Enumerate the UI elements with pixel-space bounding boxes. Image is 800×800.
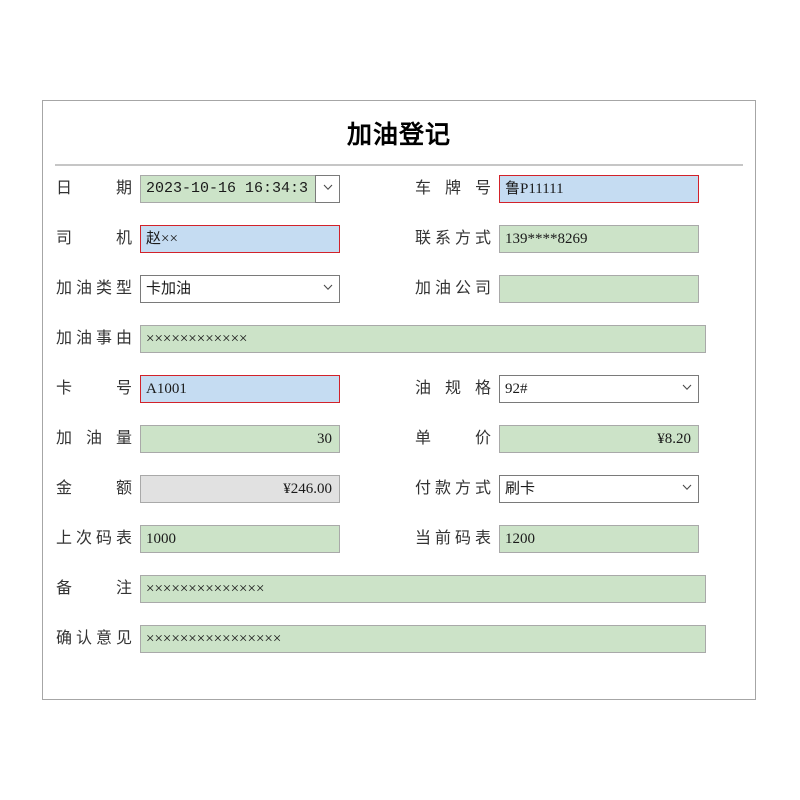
field-value: 赵×× [146, 231, 178, 247]
text-input[interactable]: A1001 [140, 375, 340, 403]
form-body: 日 期 2023-10-16 16:34:3 车 牌 号鲁P11111 司 机赵×× 联… [43, 166, 755, 675]
field-group-left: 加 油 量 30 [56, 425, 340, 453]
field-group-left: 日 期 2023-10-16 16:34:3 [56, 175, 340, 203]
chevron-down-icon [682, 384, 692, 393]
field-label: 加油类型 [56, 280, 132, 297]
form-row: 上次码表 1000 当前码表 1200 [43, 525, 755, 575]
field-group-right: 加油公司 [415, 275, 699, 303]
field-value: ¥246.00 [283, 481, 332, 497]
field-group-right: 联系方式 139****8269 [415, 225, 699, 253]
field-value: 1000 [146, 531, 176, 547]
select-input[interactable]: 92# [499, 375, 699, 403]
chevron-down-icon [682, 484, 692, 493]
text-input[interactable]: 139****8269 [499, 225, 699, 253]
field-group-right: 车 牌 号鲁P11111 [415, 175, 699, 203]
form-row: 备 注 ×××××××××××××× [43, 575, 755, 625]
field-group-right: 油 规 格 92# [415, 375, 699, 403]
field-label: 加 油 量 [56, 430, 132, 447]
field-label: 日 期 [56, 180, 132, 197]
field-label: 加油公司 [415, 280, 491, 297]
fuel-registration-card: 加油登记 日 期 2023-10-16 16:34:3 车 牌 号鲁P11111 司 … [42, 100, 756, 700]
title-divider [55, 164, 743, 166]
field-label: 车 牌 号 [415, 180, 491, 197]
field-value: 鲁P11111 [505, 181, 564, 197]
text-input[interactable]: ×××××××××××××××× [140, 625, 706, 653]
chevron-down-icon [323, 284, 333, 293]
text-input[interactable]: ×××××××××××××× [140, 575, 706, 603]
field-group-wide: 备 注 ×××××××××××××× [56, 575, 706, 603]
text-input[interactable]: 1200 [499, 525, 699, 553]
field-label: 金 额 [56, 480, 132, 497]
text-input[interactable]: 赵×× [140, 225, 340, 253]
form-row: 日 期 2023-10-16 16:34:3 车 牌 号鲁P11111 [43, 175, 755, 225]
field-label: 联系方式 [415, 230, 491, 247]
form-row: 金 额 ¥246.00 付款方式 刷卡 [43, 475, 755, 525]
field-label: 付款方式 [415, 480, 491, 497]
field-value: 139****8269 [505, 231, 588, 247]
field-value: 92# [505, 381, 528, 397]
field-value: ×××××××××××× [146, 331, 248, 347]
field-group-right: 单 价 ¥8.20 [415, 425, 699, 453]
field-group-left: 司 机赵×× [56, 225, 340, 253]
field-group-right: 付款方式 刷卡 [415, 475, 699, 503]
form-row: 加油事由 ×××××××××××× [43, 325, 755, 375]
select-input[interactable]: 刷卡 [499, 475, 699, 503]
field-value: 1200 [505, 531, 535, 547]
field-group-wide: 确认意见 ×××××××××××××××× [56, 625, 706, 653]
field-label: 上次码表 [56, 530, 132, 547]
text-input[interactable]: 1000 [140, 525, 340, 553]
field-value: ¥8.20 [657, 431, 691, 447]
field-label: 加油事由 [56, 330, 132, 347]
select-input[interactable]: 卡加油 [140, 275, 340, 303]
field-value: 30 [317, 431, 332, 447]
field-label: 备 注 [56, 580, 132, 597]
field-label: 司 机 [56, 230, 132, 247]
field-label: 单 价 [415, 430, 491, 447]
field-group-right: 当前码表 1200 [415, 525, 699, 553]
field-value: ×××××××××××××××× [146, 631, 282, 647]
text-input[interactable] [499, 275, 699, 303]
date-dropdown-button[interactable] [315, 175, 340, 203]
date-input[interactable]: 2023-10-16 16:34:3 [140, 175, 315, 203]
text-input[interactable]: 30 [140, 425, 340, 453]
text-input[interactable]: 鲁P11111 [499, 175, 699, 203]
form-row: 卡 号 A1001 油 规 格 92# [43, 375, 755, 425]
text-input[interactable]: ¥246.00 [140, 475, 340, 503]
field-group-left: 卡 号 A1001 [56, 375, 340, 403]
field-value: ×××××××××××××× [146, 581, 265, 597]
field-group-wide: 加油事由 ×××××××××××× [56, 325, 706, 353]
field-group-left: 上次码表 1000 [56, 525, 340, 553]
field-value: 卡加油 [146, 281, 192, 297]
field-group-left: 加油类型 卡加油 [56, 275, 340, 303]
form-row: 确认意见 ×××××××××××××××× [43, 625, 755, 675]
field-value: A1001 [146, 381, 187, 397]
field-label: 确认意见 [56, 630, 132, 647]
field-value: 刷卡 [505, 481, 536, 497]
form-row: 司 机赵×× 联系方式 139****8269 [43, 225, 755, 275]
chevron-down-icon [323, 184, 333, 193]
date-picker[interactable]: 2023-10-16 16:34:3 [140, 175, 340, 203]
field-group-left: 金 额 ¥246.00 [56, 475, 340, 503]
page-title: 加油登记 [346, 122, 451, 149]
field-label: 当前码表 [415, 530, 491, 547]
field-label: 油 规 格 [415, 380, 491, 397]
form-row: 加 油 量 30 单 价 ¥8.20 [43, 425, 755, 475]
text-input[interactable]: ×××××××××××× [140, 325, 706, 353]
field-label: 卡 号 [56, 380, 132, 397]
form-row: 加油类型 卡加油 加油公司 [43, 275, 755, 325]
text-input[interactable]: ¥8.20 [499, 425, 699, 453]
